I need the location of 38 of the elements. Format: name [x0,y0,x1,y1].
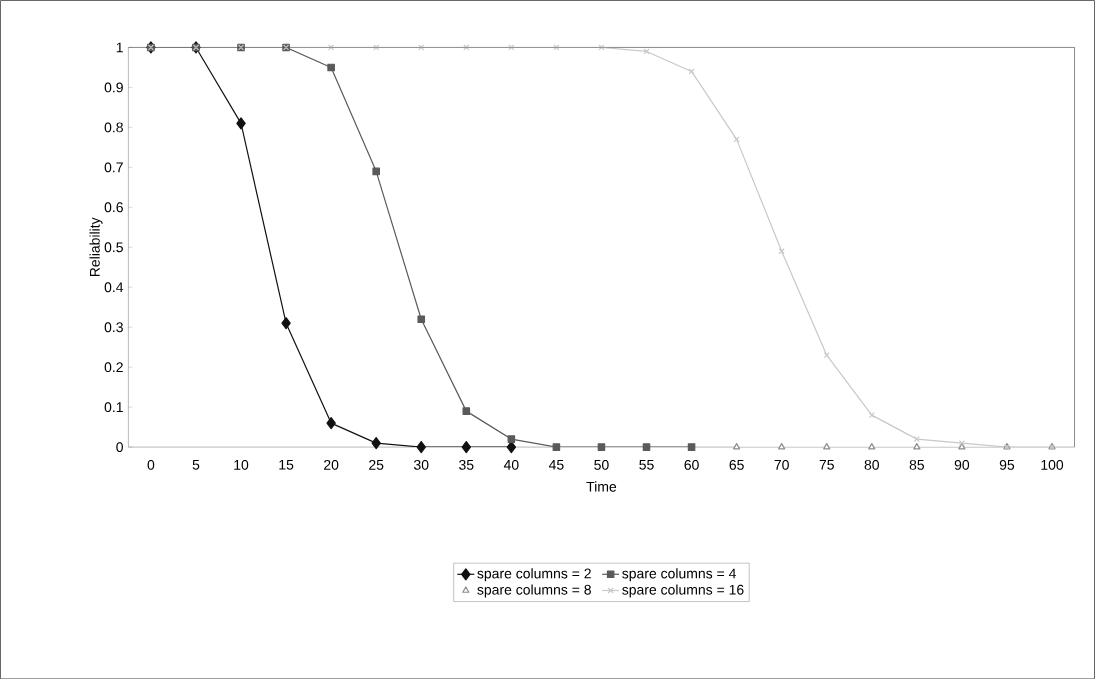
x-tick-label: 55 [639,459,654,470]
x-tick-label: 90 [954,459,970,470]
x-axis-title: Time [586,481,617,492]
y-tick-label: 0.3 [104,322,123,332]
y-tick-label: 0.8 [104,122,123,133]
y-axis-title: Reliability [89,217,103,276]
x-tick-label: 30 [413,459,429,470]
x-tick-label: 95 [999,459,1015,470]
y-tick-label: 0.7 [104,162,123,173]
legend-label: spare columns = 16 [622,584,744,598]
y-tick-label: 0.6 [104,202,123,213]
y-tick-label: 1 [116,42,123,53]
legend-label: spare columns = 8 [477,584,591,598]
x-tick-label: 25 [369,459,384,470]
x-tick-label: 85 [909,459,925,470]
x-tick-label: 5 [192,459,200,470]
legend-label: spare columns = 4 [622,567,736,582]
y-tick-label: 0 [116,441,123,452]
y-tick-label: 0.2 [104,362,123,372]
x-tick-label: 45 [548,459,564,470]
y-tick-label: 0.1 [104,401,123,412]
x-tick-label: 10 [234,459,249,470]
y-tick-label: 0.9 [104,82,123,93]
x-tick-label: 100 [1041,459,1064,470]
x-tick-label: 60 [684,459,699,470]
x-tick-label: 15 [279,459,294,470]
legend-label: spare columns = 2 [477,567,591,582]
x-tick-label: 0 [147,459,155,470]
y-tick-label: 0.5 [104,242,123,253]
x-tick-label: 75 [819,459,834,470]
x-tick-label: 65 [729,459,744,470]
x-tick-label: 35 [459,459,474,470]
x-tick-label: 50 [594,459,609,470]
x-tick-label: 80 [864,459,880,470]
x-tick-label: 70 [774,459,789,470]
x-tick-label: 20 [324,459,339,470]
x-tick-label: 40 [503,459,519,470]
y-tick-label: 0.4 [104,282,124,292]
